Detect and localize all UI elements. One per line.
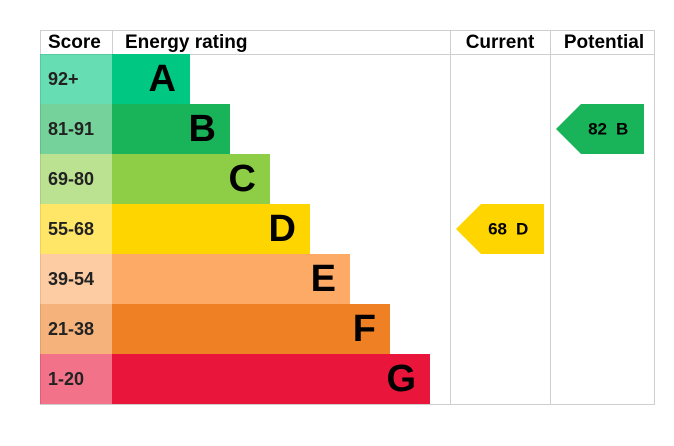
score-range: 92+ <box>48 69 79 89</box>
score-cell <box>40 354 112 404</box>
score-range: 1-20 <box>48 369 84 389</box>
header: Energy rating <box>125 32 247 53</box>
score-range: 39-54 <box>48 269 94 289</box>
score-cell <box>40 104 112 154</box>
score-range: 69-80 <box>48 169 94 189</box>
rating-bar <box>112 254 350 304</box>
rating-letter: F <box>353 308 376 350</box>
score-range: 21-38 <box>48 319 94 339</box>
rating-letter: D <box>269 208 296 250</box>
rating-bar <box>112 204 310 254</box>
score-cell <box>40 254 112 304</box>
rating-bar <box>112 354 430 404</box>
rating-value: 82 <box>588 119 607 138</box>
score-range: 55-68 <box>48 219 94 239</box>
rating-value: 68 <box>488 219 507 238</box>
rating-letter: D <box>516 219 528 238</box>
rating-letter: G <box>386 358 416 400</box>
rating-letter: B <box>189 108 216 150</box>
rating-letter: C <box>229 158 256 200</box>
rating-bar <box>112 104 230 154</box>
score-cell <box>40 304 112 354</box>
rating-letter: B <box>616 119 628 138</box>
rating-letter: A <box>149 58 176 100</box>
score-range: 81-91 <box>48 119 94 139</box>
rating-arrow <box>456 204 544 254</box>
score-cell <box>40 204 112 254</box>
header: Score <box>48 32 101 53</box>
rating-bar <box>112 154 270 204</box>
header: Potential <box>564 32 644 53</box>
rating-bar <box>112 54 190 104</box>
rating-letter: E <box>311 258 336 300</box>
header: Current <box>466 32 535 53</box>
score-cell <box>40 54 112 104</box>
score-cell <box>40 154 112 204</box>
rating-arrow <box>556 104 644 154</box>
rating-bar <box>112 304 390 354</box>
